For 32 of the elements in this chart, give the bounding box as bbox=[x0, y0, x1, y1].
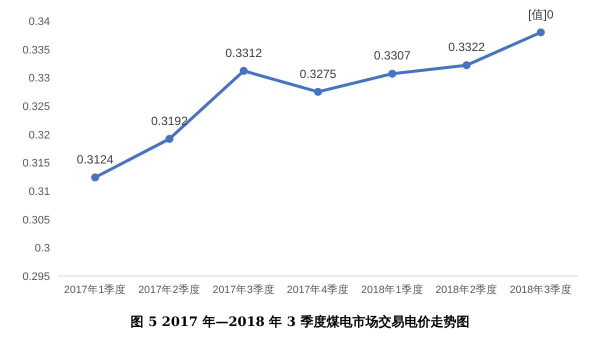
x-tick-label: 2017年4季度 bbox=[286, 283, 350, 296]
x-tick-label: 2017年3季度 bbox=[212, 283, 275, 296]
y-tick-label: 0.31 bbox=[28, 186, 50, 198]
point bbox=[462, 61, 471, 70]
point bbox=[388, 70, 396, 78]
y-tick-label: 0.305 bbox=[22, 214, 50, 226]
x-tick-label: 2017年1季度 bbox=[64, 283, 126, 296]
data-label: 0.3312 bbox=[225, 46, 262, 60]
data-label: 0.3192 bbox=[151, 114, 188, 128]
y-tick-label: 0.315 bbox=[22, 158, 50, 170]
data-label: [值]0 bbox=[528, 7, 554, 22]
point bbox=[240, 66, 248, 75]
x-tick-label: 2017年2季度 bbox=[138, 283, 201, 296]
y-tick-label: 0.295 bbox=[22, 271, 50, 283]
x-tick-label: 2018年2季度 bbox=[435, 283, 498, 296]
x-tick-label: 2018年1季度 bbox=[361, 283, 424, 296]
x-tick-label: 2018年3季度 bbox=[510, 283, 572, 296]
point bbox=[165, 134, 174, 143]
data-label: 0.3124 bbox=[76, 152, 114, 166]
data-label: 0.3275 bbox=[300, 66, 337, 81]
y-tick-label: 0.34 bbox=[28, 16, 50, 28]
point bbox=[536, 28, 545, 36]
y-tick-label: 0.3 bbox=[34, 242, 50, 255]
point bbox=[91, 173, 100, 182]
text: 图 5 2017 年—2018 年 3 季度煤电市场交易电价走势图 bbox=[130, 314, 470, 330]
y-tick-label: 0.335 bbox=[22, 44, 50, 56]
y-tick-label: 0.32 bbox=[28, 129, 50, 142]
y-tick-label: 0.33 bbox=[28, 72, 50, 85]
data-label: 0.3322 bbox=[448, 40, 486, 54]
data-label: 0.3307 bbox=[374, 48, 411, 63]
point bbox=[314, 88, 322, 96]
y-tick-label: 0.325 bbox=[22, 101, 50, 113]
